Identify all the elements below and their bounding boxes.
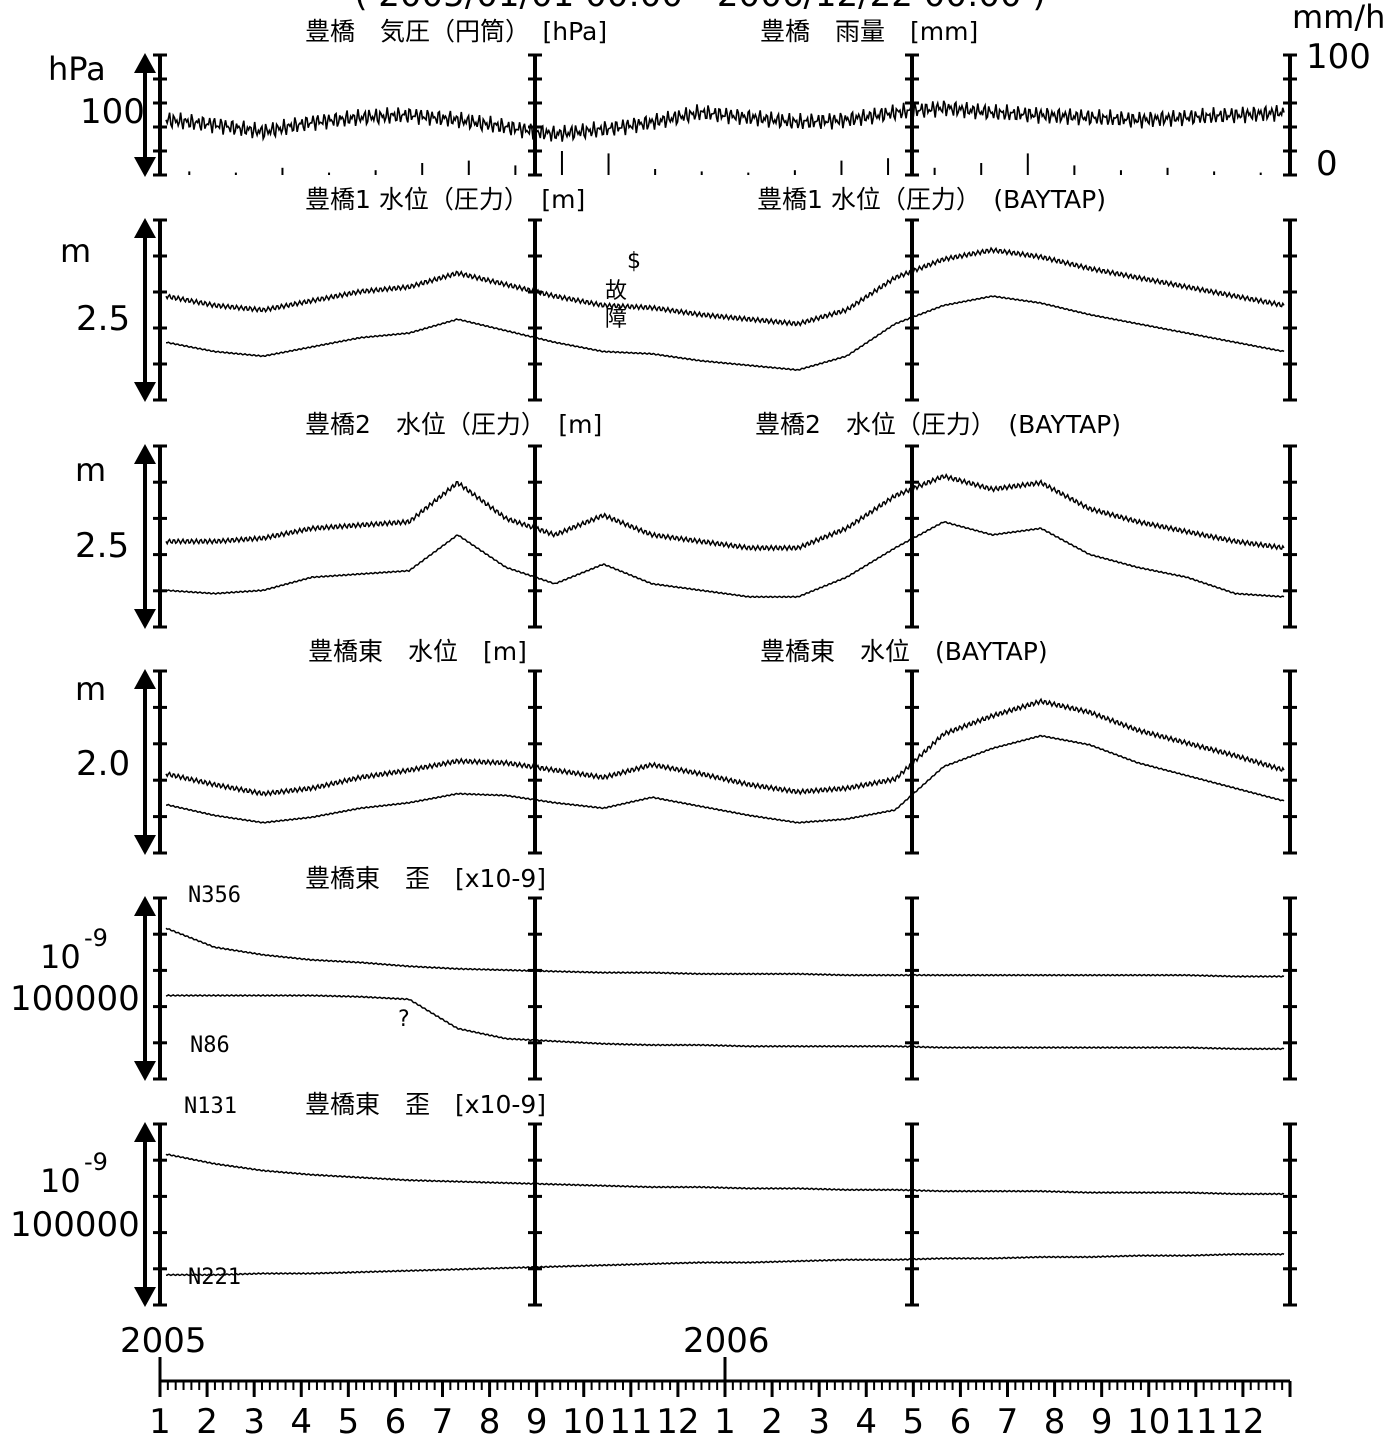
annotation: $: [627, 249, 641, 274]
y-tick-label: 100: [80, 92, 145, 132]
y-tick-label: 100000: [10, 1205, 140, 1245]
series-line-1: [165, 927, 1285, 978]
panel-title-right: 豊橋東 水位 (BAYTAP): [760, 637, 1048, 666]
series-line-2: [166, 734, 1285, 824]
y-tick-label: 100000: [10, 979, 140, 1019]
panel-2: 豊橋1 水位（圧力） [m] 豊橋1 水位（圧力） (BAYTAP) m 2.5 $故障: [60, 185, 1297, 402]
month-label: 12: [1221, 1402, 1264, 1442]
series-line-1: [165, 697, 1285, 797]
panels: 豊橋 気圧（円筒） [hPa] 豊橋 雨量 [mm]hPa100mm/h1000豊…: [10, 0, 1385, 1307]
panel-title-right: 豊橋 雨量 [mm]: [760, 17, 978, 46]
panel-4: 豊橋東 水位 [m] 豊橋東 水位 (BAYTAP) m 2.0: [75, 637, 1297, 855]
annotation: ?: [398, 1007, 410, 1032]
scale-arrow-head-up: [134, 53, 156, 73]
month-label: 9: [526, 1402, 548, 1442]
year-label: 2005: [120, 1321, 207, 1361]
annotation: N221: [188, 1265, 241, 1290]
month-label: 10: [1127, 1402, 1170, 1442]
scale-arrow-head-down: [134, 382, 156, 402]
y-tick-label: 2.0: [76, 744, 130, 784]
scale-arrow-head-down: [134, 1287, 156, 1307]
panel-6: 豊橋東 歪 [x10-9] 10 -9 100000 N131 N221: [10, 1090, 1297, 1307]
scale-arrow-head-up: [134, 218, 156, 238]
month-label: 9: [1091, 1402, 1113, 1442]
month-label: 12: [656, 1402, 699, 1442]
month-label: 1: [714, 1402, 736, 1442]
series-line-1: [165, 1153, 1285, 1196]
series-line-2: [165, 994, 1285, 1051]
panel-5: 豊橋東 歪 [x10-9] 10 -9 100000 N356 N86?: [10, 864, 1297, 1081]
scale-arrow-head-up: [134, 669, 156, 689]
month-label: 6: [950, 1402, 972, 1442]
y-axis-label: m: [60, 232, 91, 270]
series-line-1: [165, 473, 1285, 552]
series-line-1: [165, 246, 1285, 327]
panel-title: 豊橋 気圧（円筒） [hPa]: [305, 17, 607, 46]
month-label: 2: [761, 1402, 783, 1442]
month-label: 2: [196, 1402, 218, 1442]
panel-title: 豊橋東 歪 [x10-9]: [305, 1090, 546, 1119]
y-tick-label: 2.5: [75, 526, 129, 566]
month-label: 4: [290, 1402, 312, 1442]
month-label: 7: [997, 1402, 1019, 1442]
y-axis-label: hPa: [48, 50, 106, 88]
annotation: N131: [184, 1094, 237, 1119]
scale-arrow-head-down: [134, 157, 156, 177]
y-axis-label: m: [75, 451, 106, 489]
annotation: 故: [605, 279, 627, 304]
panel-title: 豊橋東 歪 [x10-9]: [305, 864, 546, 893]
y2-tick-label: 0: [1316, 144, 1338, 184]
month-label: 8: [479, 1402, 501, 1442]
month-label: 11: [1174, 1402, 1217, 1442]
scale-arrow-head-down: [134, 835, 156, 855]
month-label: 5: [338, 1402, 360, 1442]
y-axis-label: m: [75, 670, 106, 708]
month-label: 4: [855, 1402, 877, 1442]
panel-title: 豊橋2 水位（圧力） [m]: [305, 410, 602, 439]
y2-tick-label: 100: [1306, 37, 1371, 77]
series-line-1: [165, 100, 1285, 142]
y-axis-label-exponent: -9: [84, 924, 108, 952]
panel-title-right: 豊橋1 水位（圧力） (BAYTAP): [757, 185, 1106, 214]
annotation: 障: [605, 307, 627, 332]
scale-arrow-head-up: [134, 444, 156, 464]
month-label: 3: [243, 1402, 265, 1442]
panel-title: 豊橋東 水位 [m]: [308, 637, 527, 666]
y-axis-label: 10: [40, 1162, 81, 1200]
y-axis-label: 10: [40, 938, 81, 976]
scale-arrow-head-up: [134, 1122, 156, 1142]
y2-axis-label: mm/h: [1292, 0, 1385, 36]
month-label: 8: [1044, 1402, 1066, 1442]
month-label: 1: [149, 1402, 171, 1442]
month-label: 3: [808, 1402, 830, 1442]
rain-bars: [188, 151, 1262, 175]
annotation: N356: [188, 883, 241, 908]
month-label: 5: [903, 1402, 925, 1442]
month-label: 10: [562, 1402, 605, 1442]
scale-arrow-head-up: [134, 896, 156, 916]
month-label: 6: [385, 1402, 407, 1442]
panel-title-right: 豊橋2 水位（圧力） (BAYTAP): [755, 410, 1121, 439]
scale-arrow-head-down: [134, 609, 156, 629]
month-label: 7: [432, 1402, 454, 1442]
panel-title: 豊橋1 水位（圧力） [m]: [305, 185, 585, 214]
y-tick-label: 2.5: [76, 299, 130, 339]
annotation: N86: [190, 1033, 230, 1058]
year-label: 2006: [683, 1321, 770, 1361]
series-line-2: [165, 1252, 1285, 1277]
panel-3: 豊橋2 水位（圧力） [m] 豊橋2 水位（圧力） (BAYTAP) m 2.5: [75, 410, 1297, 629]
month-label: 11: [609, 1402, 652, 1442]
series-line-2: [166, 295, 1285, 372]
chart-period: ( 2005/01/01 00:00 - 2006/12/22 00:00 ): [354, 0, 1046, 15]
y-axis-label-exponent: -9: [84, 1148, 108, 1176]
series-line-2: [165, 521, 1285, 599]
scale-arrow-head-down: [134, 1061, 156, 1081]
